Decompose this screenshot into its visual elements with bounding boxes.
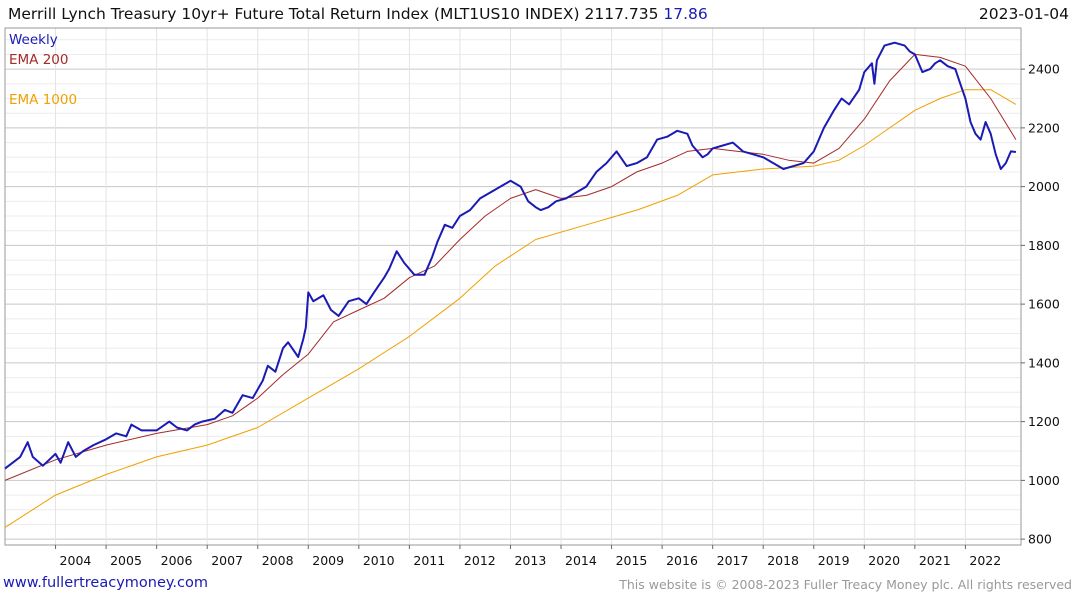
y-tick-label: 2000 <box>1028 179 1060 194</box>
y-tick-label: 1200 <box>1028 414 1060 429</box>
x-tick-label: 2019 <box>818 553 850 568</box>
price-change: 17.86 <box>663 5 708 23</box>
site-link[interactable]: www.fullertreacymoney.com <box>3 575 208 591</box>
y-tick-label: 2200 <box>1028 120 1060 135</box>
y-tick-label: 1400 <box>1028 355 1060 370</box>
x-tick-label: 2012 <box>464 553 496 568</box>
copyright-text: This website is © 2008-2023 Fuller Treac… <box>619 577 1072 592</box>
x-tick-label: 2016 <box>666 553 698 568</box>
legend-entry: EMA 1000 <box>9 92 77 108</box>
x-tick-label: 2011 <box>413 553 445 568</box>
chart-date: 2023-01-04 <box>978 5 1069 23</box>
x-tick-label: 2008 <box>262 553 294 568</box>
x-tick-label: 2015 <box>616 553 648 568</box>
legend: Weekly EMA 200 EMA 1000 <box>9 32 77 108</box>
chart-title: Merrill Lynch Treasury 10yr+ Future Tota… <box>8 5 708 23</box>
y-tick-label: 1600 <box>1028 297 1060 312</box>
x-tick-label: 2013 <box>514 553 546 568</box>
legend-entry: EMA 200 <box>9 52 68 68</box>
y-tick-label: 1000 <box>1028 473 1060 488</box>
x-tick-label: 2006 <box>161 553 193 568</box>
y-axis: 800 1000 1200 1400 1600 1800 2000 2200 2400 <box>1021 62 1060 547</box>
x-tick-label: 2004 <box>60 553 92 568</box>
x-tick-label: 2018 <box>767 553 799 568</box>
x-tick-label: 2007 <box>211 553 243 568</box>
y-tick-label: 1800 <box>1028 238 1060 253</box>
x-tick-label: 2014 <box>565 553 597 568</box>
series-line-ema-1000 <box>4 89 1017 528</box>
x-tick-label: 2021 <box>919 553 951 568</box>
grid <box>5 28 1021 545</box>
x-tick-label: 2009 <box>312 553 344 568</box>
plot-frame <box>4 27 1022 546</box>
x-tick-label: 2005 <box>110 553 142 568</box>
title-text: Merrill Lynch Treasury 10yr+ Future Tota… <box>8 5 580 23</box>
series-lines <box>4 41 1017 528</box>
x-axis: 2004 2005 2006 2007 2008 2009 2010 2011 2012 2013… <box>55 545 1001 568</box>
chart-canvas: 2004 2005 2006 2007 2008 2009 2010 2011 2012 2013… <box>4 27 1060 568</box>
y-tick-label: 2400 <box>1028 62 1060 77</box>
last-price: 2117.735 <box>584 5 659 23</box>
x-tick-label: 2010 <box>363 553 395 568</box>
series-line-weekly <box>4 41 1017 470</box>
legend-entry: Weekly <box>9 32 58 48</box>
series-line-ema-200 <box>4 53 1017 481</box>
x-tick-label: 2017 <box>717 553 749 568</box>
x-tick-label: 2022 <box>969 553 1001 568</box>
x-tick-label: 2020 <box>868 553 900 568</box>
y-tick-label: 800 <box>1028 532 1052 547</box>
